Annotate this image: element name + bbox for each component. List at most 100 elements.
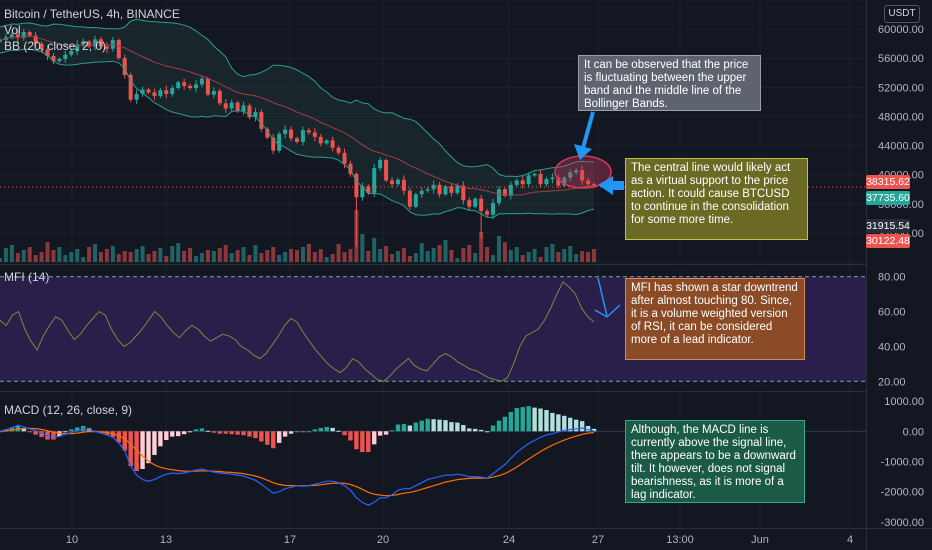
candle-body-24: [140, 89, 145, 94]
time-tick-label-7: Jun: [751, 534, 769, 546]
volume-bar-82: [485, 247, 490, 262]
macd-histogram-bar-47: [276, 431, 282, 443]
candle-body-54: [318, 136, 323, 144]
volume-bar-52: [306, 244, 311, 262]
macd-histogram-bar-56: [330, 427, 335, 432]
time-tick-label-2: 17: [284, 534, 296, 546]
macd-histogram-bar-41: [241, 431, 246, 436]
macd-line: [0, 424, 595, 506]
macd-histogram-bar-88: [520, 407, 525, 432]
macd-histogram-bar-100: [591, 428, 597, 432]
macd-histogram-bar-59: [348, 431, 353, 441]
candle-body-72: [425, 189, 430, 191]
candle-body-88: [520, 180, 525, 185]
annotation-macd-note[interactable]: Although, the MACD line is currently abo…: [625, 420, 805, 503]
volume-bar-48: [283, 252, 288, 262]
annotation-bollinger-note[interactable]: It can be observed that the price is flu…: [578, 55, 761, 111]
macd-histogram-bar-87: [514, 408, 519, 432]
candle-body-13: [75, 44, 80, 51]
bollinger-fill-area: [0, 19, 594, 218]
candle-body-61: [360, 186, 365, 198]
mfi-label: MFI (14): [4, 270, 50, 284]
time-tick-label-0: 10: [66, 534, 78, 546]
price-tick-label-6: 52000.00: [878, 82, 924, 94]
volume-bar-85: [502, 242, 507, 262]
volume-bar-100: [592, 249, 596, 262]
candle-body-3: [15, 34, 20, 38]
volume-bar-98: [580, 251, 585, 262]
candle-body-36: [211, 90, 216, 95]
annotation-mfi-note[interactable]: MFI has shown a star downtrend after alm…: [625, 278, 805, 360]
volume-bar-88: [520, 255, 525, 262]
volume-bar-49: [289, 249, 294, 262]
macd-histogram-bar-97: [573, 419, 579, 432]
volume-bar-26: [152, 251, 157, 262]
currency-badge[interactable]: USDT: [884, 5, 920, 23]
volume-bar-89: [526, 252, 531, 262]
macd-histogram-bar-11: [63, 431, 68, 433]
candle-body-64: [378, 160, 383, 169]
candle-body-48: [283, 129, 288, 134]
macd-histogram-bar-75: [443, 420, 448, 432]
volume-bar-86: [508, 250, 513, 262]
volume-bar-27: [158, 248, 163, 262]
volume-bar-61: [360, 234, 365, 262]
volume-bar-19: [110, 246, 115, 262]
macd-histogram-bar-73: [431, 419, 436, 432]
volume-bar-76: [449, 250, 454, 262]
macd-histogram-bar-22: [128, 431, 133, 467]
macd-histogram-bar-82: [484, 431, 490, 433]
candle-body-40: [235, 102, 240, 112]
volume-bar-35: [205, 250, 210, 262]
price-axis-divider: [866, 0, 867, 550]
candle-body-95: [562, 177, 567, 186]
macd-histogram-bar-53: [312, 429, 318, 432]
volume-bars: [0, 210, 596, 262]
bollinger-basis-line: [0, 35, 595, 196]
volume-bar-6: [33, 255, 38, 262]
volume-bar-32: [188, 248, 193, 262]
candle-body-39: [229, 102, 234, 109]
candle-body-31: [182, 82, 187, 86]
candle-body-66: [390, 180, 395, 185]
time-tick-label-4: 24: [503, 534, 515, 546]
macd-histogram-bar-65: [383, 431, 389, 435]
volume-bar-73: [431, 248, 436, 262]
macd-histogram-bar-61: [360, 431, 365, 453]
candle-body-9: [51, 56, 56, 62]
macd-histogram-bar-31: [181, 431, 187, 435]
macd-histogram-bar-48: [282, 431, 288, 437]
macd-histogram-bar-45: [265, 431, 270, 445]
symbol-title: Bitcoin / TetherUS, 4h, BINANCE: [4, 7, 180, 21]
macd-histogram-bar-32: [187, 431, 193, 433]
candle-body-11: [63, 54, 68, 59]
candle-body-65: [384, 160, 389, 181]
volume-bar-37: [217, 248, 222, 262]
candle-body-78: [461, 185, 466, 201]
candle-body-50: [295, 138, 299, 142]
volume-bar-41: [241, 247, 246, 262]
volume-bar-70: [413, 253, 418, 262]
time-tick-label-6: 13:00: [666, 534, 694, 546]
candle-body-59: [348, 163, 353, 174]
volume-bar-81: [479, 232, 484, 262]
volume-bar-42: [247, 255, 252, 262]
candle-body-28: [164, 90, 169, 94]
annotation-marks: [554, 111, 624, 318]
macd-histogram-bar-58: [342, 431, 347, 436]
volume-bar-68: [401, 248, 406, 262]
candle-body-15: [87, 41, 92, 47]
volume-bar-87: [514, 247, 519, 262]
volume-bar-14: [81, 257, 86, 262]
candle-body-60: [354, 173, 359, 198]
macd-histogram-bar-79: [467, 428, 472, 432]
annotation-support-note[interactable]: The central line would likely act as a v…: [625, 158, 808, 240]
candle-body-43: [253, 112, 258, 118]
candle-body-80: [473, 198, 478, 207]
candle-body-22: [128, 74, 133, 100]
candle-body-56: [330, 140, 335, 148]
volume-bar-12: [69, 252, 74, 262]
volume-bar-17: [98, 252, 103, 262]
candle-body-21: [122, 58, 127, 75]
price-tick-label-7: 56000.00: [878, 53, 924, 65]
